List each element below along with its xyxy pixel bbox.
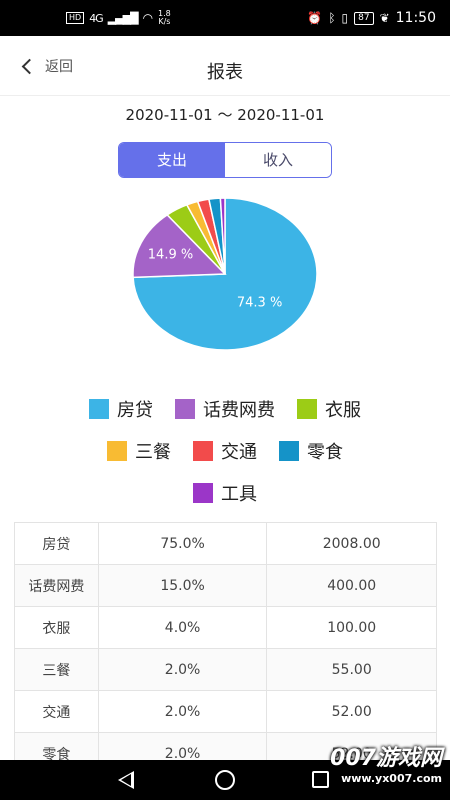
nav-back-icon[interactable] [118,771,134,789]
system-nav-bar [0,760,450,800]
alarm-icon: ⏰ [307,11,323,25]
amount-cell: 55.00 [267,649,437,691]
tab-expense[interactable]: 支出 [119,143,225,177]
date-range[interactable]: 2020-11-01 ～ 2020-11-01 [125,106,325,124]
legend-label: 衣服 [325,400,361,421]
percent-cell: 4.0% [98,607,268,649]
pie-chart-container: 74.3 % 14.9 % [125,192,325,357]
legend-row-2: 三餐 交通 零食 [0,438,450,464]
legend-swatch [89,399,109,419]
app-header: 返回 报表 [0,36,450,96]
amount-cell: 100.00 [267,607,437,649]
table-row: 三餐 2.0% 55.00 [15,649,437,691]
report-table: 房贷 75.0% 2008.00 话费网费 15.0% 400.00 衣服 4.… [14,522,437,775]
network-type: 4G [89,11,103,25]
legend-item: 话费网费 [175,396,275,422]
legend-label: 零食 [307,442,343,463]
legend-swatch [175,399,195,419]
legend-swatch [279,441,299,461]
legend-label: 话费网费 [203,400,275,421]
category-cell: 话费网费 [15,565,99,607]
speed-unit: K/s [158,17,171,26]
legend-item: 房贷 [89,396,153,422]
table-row: 房贷 75.0% 2008.00 [15,523,437,565]
watermark: 007游戏网 www.yx007.com [330,740,442,785]
vibrate-icon: ▯ [341,11,349,25]
amount-cell: 52.00 [267,691,437,733]
legend-item: 衣服 [297,396,361,422]
legend-label: 三餐 [135,442,171,463]
watermark-logo: 007游戏网 [330,746,442,771]
legend-item: 三餐 [107,438,171,464]
table-row: 交通 2.0% 52.00 [15,691,437,733]
category-cell: 房贷 [15,523,99,565]
table-row: 衣服 4.0% 100.00 [15,607,437,649]
legend-swatch [297,399,317,419]
speed-value: 1.8 [158,9,171,18]
leaf-icon: ❦ [379,11,390,25]
table-row: 话费网费 15.0% 400.00 [15,565,437,607]
hd-badge: HD [66,12,85,24]
legend-label: 交通 [221,442,257,463]
pie-chart: 74.3 % 14.9 % [132,197,318,351]
bluetooth-icon: ᛒ [328,11,336,25]
legend-swatch [107,441,127,461]
amount-cell: 2008.00 [267,523,437,565]
legend-item: 交通 [193,438,257,464]
pie-data-label: 74.3 % [237,295,282,310]
percent-cell: 2.0% [98,649,268,691]
category-cell: 衣服 [15,607,99,649]
status-time: 11:50 [395,10,436,26]
pie-data-label: 14.9 % [148,248,193,263]
percent-cell: 15.0% [98,565,268,607]
legend-swatch [193,483,213,503]
percent-cell: 2.0% [98,691,268,733]
legend-label: 房贷 [117,400,153,421]
battery-icon: 87 [354,11,374,25]
network-speed: 1.8 K/s [158,10,171,26]
amount-cell: 400.00 [267,565,437,607]
legend-row-3: 工具 [0,480,450,506]
legend-item: 工具 [193,480,257,506]
status-bar: HD 4G ▂▄▆█ ◠ 1.8 K/s ⏰ ᛒ ▯ 87 ❦ 11:50 [0,0,450,36]
expense-income-toggle: 支出 收入 [118,142,332,178]
tab-income[interactable]: 收入 [225,143,331,177]
wifi-icon: ◠ [142,11,154,25]
legend-row-1: 房贷 话费网费 衣服 [0,396,450,422]
watermark-url: www.yx007.com [341,772,442,785]
legend-item: 零食 [279,438,343,464]
back-button[interactable]: 返回 [21,56,73,76]
back-label: 返回 [45,59,73,75]
signal-icon: ▂▄▆█ [107,11,139,25]
status-right: ⏰ ᛒ ▯ 87 ❦ 11:50 [307,10,436,26]
nav-recents-icon[interactable] [312,771,329,788]
pie-slice [132,213,227,279]
percent-cell: 75.0% [98,523,268,565]
nav-home-icon[interactable] [215,770,235,790]
status-left: HD 4G ▂▄▆█ ◠ 1.8 K/s [66,10,171,26]
legend-swatch [193,441,213,461]
legend-label: 工具 [221,484,257,505]
category-cell: 交通 [15,691,99,733]
category-cell: 三餐 [15,649,99,691]
pie-slice [219,197,226,275]
page-title: 报表 [207,62,243,83]
